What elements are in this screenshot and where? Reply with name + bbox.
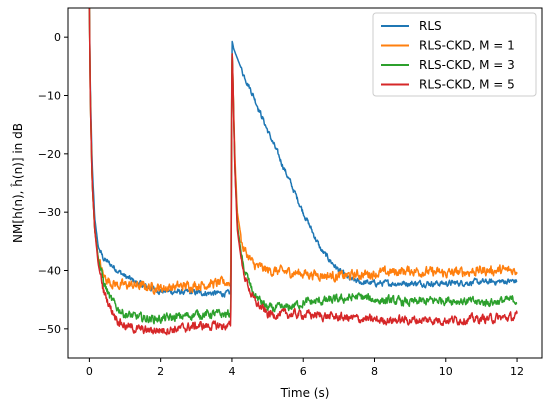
x-tick-label: 12 (510, 365, 524, 378)
x-tick-label: 6 (300, 365, 307, 378)
y-tick-label: −40 (38, 265, 61, 278)
y-tick-label: −10 (38, 90, 61, 103)
y-tick-label: −30 (38, 206, 61, 219)
y-tick-label: 0 (54, 31, 61, 44)
series-line-2 (88, 7, 518, 295)
legend-label-4: RLS-CKD, M = 5 (419, 78, 515, 92)
legend-label-2: RLS-CKD, M = 1 (419, 39, 515, 53)
ticks-layer: 0 2 4 6 8 10 12 0 −10 −20 −30 −40 −50 (38, 31, 524, 378)
x-axis-label: Time (s) (280, 386, 330, 400)
series-line-1 (88, 7, 518, 298)
legend-box (372, 12, 537, 97)
x-tick-label: 2 (157, 365, 164, 378)
series-line-3 (88, 7, 518, 325)
y-tick-label: −50 (38, 323, 61, 336)
series-line-4 (88, 7, 518, 336)
x-tick-label: 8 (371, 365, 378, 378)
x-tick-label: 10 (439, 365, 453, 378)
legend: RLS RLS-CKD, M = 1 RLS-CKD, M = 3 RLS-CKD, … (372, 12, 537, 97)
y-axis-label: NM[h(n), ĥ(n)] in dB (10, 123, 25, 243)
y-tick-label: −20 (38, 148, 61, 161)
series-layer (88, 7, 518, 336)
legend-label-1: RLS (419, 19, 442, 33)
x-tick-label: 4 (228, 365, 235, 378)
legend-label-3: RLS-CKD, M = 3 (419, 58, 515, 72)
plot-frame (67, 7, 543, 359)
x-tick-label: 0 (86, 365, 93, 378)
